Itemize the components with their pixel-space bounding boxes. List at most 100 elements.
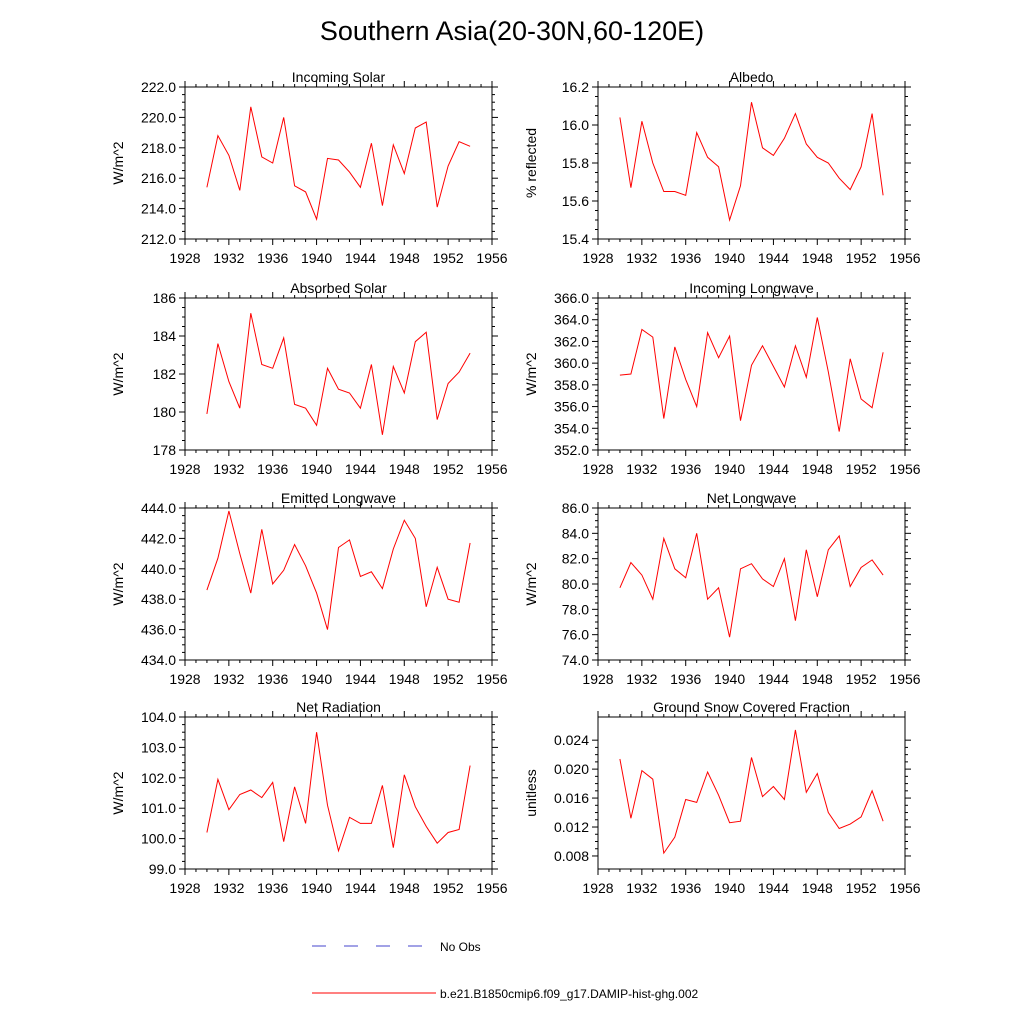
y-tick-label: 74.0 [562,652,589,668]
x-tick-label: 1956 [476,880,507,896]
x-tick-label: 1948 [389,880,420,896]
x-tick-label: 1928 [169,461,200,477]
y-tick-label: 354.0 [554,420,589,436]
y-tick-label: 222.0 [141,79,176,95]
y-tick-label: 0.012 [554,819,589,835]
plot-frame [597,86,906,240]
y-tick-label: 15.6 [562,193,589,209]
plot-frame [184,507,493,661]
panel-6: Net Longwave W/m^2 1928 1932 1936 1940 1944 194… [523,490,921,687]
y-tick-label: 214.0 [141,201,176,217]
y-axis-label: W/m^2 [523,562,539,605]
y-tick-label: 0.016 [554,790,589,806]
y-tick-label: 178 [153,442,177,458]
y-tick-label: 366.0 [554,290,589,306]
panel-title: Incoming Longwave [689,280,814,296]
x-tick-label: 1932 [213,880,244,896]
panel-title: Incoming Solar [292,69,386,85]
x-tick-label: 1944 [758,671,789,687]
plot-frame [184,297,493,451]
y-tick-label: 360.0 [554,355,589,371]
x-tick-label: 1956 [476,461,507,477]
panel-7: Net Radiation W/m^2 1928 1932 1936 1940 1944 19… [110,699,508,896]
x-tick-label: 1940 [714,461,745,477]
x-tick-label: 1928 [582,461,613,477]
y-tick-label: 364.0 [554,312,589,328]
y-tick-label: 0.020 [554,761,589,777]
legend-label: No Obs [440,940,481,954]
x-tick-label: 1956 [889,461,920,477]
x-tick-label: 1932 [213,250,244,266]
x-tick-label: 1936 [670,880,701,896]
y-tick-label: 442.0 [141,530,176,546]
y-tick-label: 438.0 [141,591,176,607]
x-tick-label: 1944 [345,880,376,896]
x-tick-label: 1944 [758,250,789,266]
legend: No Obs b.e21.B1850cmip6.f09_g17.DAMIP-his… [312,940,698,1001]
y-tick-label: 103.0 [141,739,176,755]
y-tick-label: 78.0 [562,601,589,617]
x-tick-label: 1932 [213,671,244,687]
x-tick-label: 1936 [257,880,288,896]
x-tick-label: 1932 [213,461,244,477]
y-tick-label: 16.0 [562,117,589,133]
plot-frame [597,716,906,870]
x-tick-label: 1936 [670,250,701,266]
x-tick-label: 1944 [345,671,376,687]
y-tick-label: 82.0 [562,551,589,567]
panel-title: Emitted Longwave [281,490,396,506]
y-tick-label: 101.0 [141,800,176,816]
x-tick-label: 1940 [301,671,332,687]
x-tick-label: 1952 [846,671,877,687]
y-tick-label: 212.0 [141,231,176,247]
series-line [206,313,471,435]
y-tick-label: 76.0 [562,627,589,643]
x-tick-label: 1956 [889,880,920,896]
y-tick-label: 100.0 [141,831,176,847]
x-tick-label: 1928 [582,250,613,266]
series-line [206,732,471,853]
x-tick-label: 1940 [714,671,745,687]
panel-8: Ground Snow Covered Fraction unitless 1928… [523,699,921,896]
series-line [619,317,884,432]
x-tick-label: 1952 [846,250,877,266]
x-tick-label: 1956 [889,671,920,687]
y-tick-label: 436.0 [141,622,176,638]
y-tick-label: 102.0 [141,770,176,786]
x-tick-label: 1928 [169,250,200,266]
figure-title: Southern Asia(20-30N,60-120E) [320,16,704,46]
x-tick-label: 1952 [433,880,464,896]
x-tick-label: 1948 [802,671,833,687]
x-tick-label: 1932 [626,880,657,896]
y-tick-label: 99.0 [149,861,176,877]
y-tick-label: 184 [153,328,177,344]
panel-title: Absorbed Solar [290,280,387,296]
x-tick-label: 1948 [802,461,833,477]
x-tick-label: 1928 [169,671,200,687]
x-tick-label: 1948 [389,461,420,477]
plot-frame [597,297,906,451]
series-line [619,102,884,222]
y-tick-label: 15.4 [562,231,589,247]
y-tick-label: 84.0 [562,525,589,541]
x-tick-label: 1952 [433,671,464,687]
x-tick-label: 1940 [301,461,332,477]
y-tick-label: 0.024 [554,732,589,748]
y-axis-label: W/m^2 [110,141,126,184]
x-tick-label: 1932 [626,671,657,687]
x-tick-label: 1936 [670,671,701,687]
y-tick-label: 80.0 [562,576,589,592]
x-tick-label: 1928 [582,671,613,687]
y-tick-label: 352.0 [554,442,589,458]
x-tick-label: 1956 [889,250,920,266]
x-tick-label: 1940 [301,250,332,266]
panel-title: Net Radiation [296,699,381,715]
panel-title: Albedo [730,69,774,85]
y-axis-label: W/m^2 [110,562,126,605]
x-tick-label: 1948 [802,250,833,266]
y-tick-label: 434.0 [141,652,176,668]
y-tick-label: 15.8 [562,155,589,171]
y-tick-label: 444.0 [141,500,176,516]
y-tick-label: 362.0 [554,333,589,349]
